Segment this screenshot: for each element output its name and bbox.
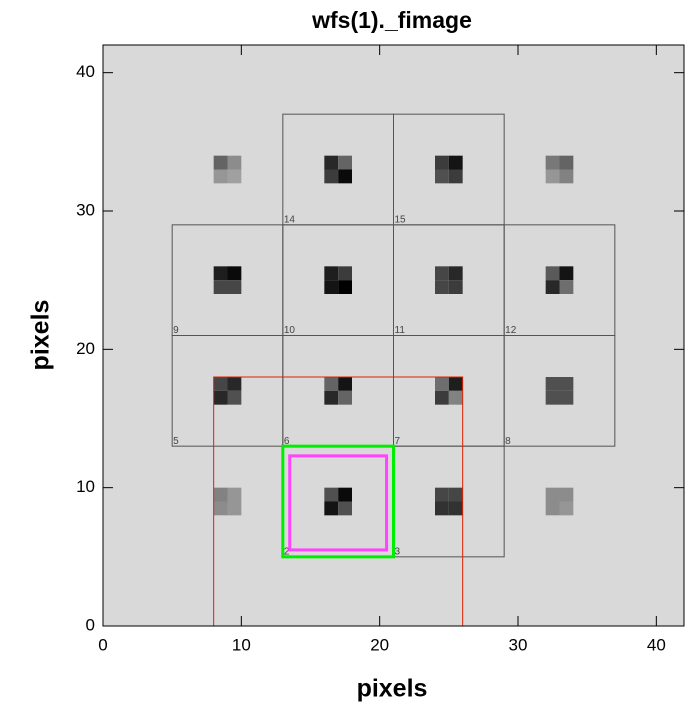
pixel [338,266,352,281]
overlay-box [288,454,389,552]
subaperture-label: 8 [505,436,511,447]
pixel [213,377,228,391]
pixel [338,169,352,184]
y-tick-label: 10 [76,477,95,496]
y-tick-label: 0 [86,615,95,634]
pixel [213,390,228,405]
pixel [435,280,449,294]
pixel [448,377,463,391]
pixel [338,280,352,294]
pixel [227,155,242,170]
pixel [448,501,463,516]
pixel [448,169,463,184]
subaperture-label: 11 [395,325,406,336]
pixel [324,155,339,170]
pixel [338,390,352,405]
y-tick-label: 40 [76,62,95,81]
x-tick-label: 40 [647,635,666,654]
subaperture-label: 6 [284,436,290,447]
x-tick-label: 30 [509,635,528,654]
x-axis-label: pixels [357,675,428,703]
pixel [324,169,339,184]
y-tick-label: 20 [76,339,95,358]
subaperture [393,113,505,226]
pixel [227,266,242,281]
overlay-box [281,444,396,559]
pixel [324,501,339,516]
pixel [435,390,449,405]
pixel [227,487,242,502]
pixel [448,155,463,170]
pixel [213,501,228,516]
pixel [545,169,560,184]
pixel [435,487,449,502]
pixel [448,390,463,405]
pixel [545,155,560,170]
subaperture-label: 2 [284,546,290,557]
pixel [213,266,228,281]
pixel [448,280,463,294]
pixel [448,487,463,502]
pixel [227,390,242,405]
y-axis-label: pixels [27,300,55,371]
pixel [545,501,560,516]
pixel [559,169,574,184]
y-tick-label: 30 [76,200,95,219]
pixel [559,487,574,502]
pixel [227,169,242,184]
pixel [324,487,339,502]
pixel [559,266,574,281]
x-tick-label: 0 [98,635,107,654]
pixel [213,155,228,170]
subaperture-label: 3 [395,546,401,557]
pixel [213,280,228,294]
pixel [324,390,339,405]
chart-title: wfs(1)._fimage [311,7,472,33]
pixel [227,501,242,516]
pixel [435,169,449,184]
pixel [435,501,449,516]
pixel [448,266,463,281]
pixel [324,377,339,391]
pixel [545,266,560,281]
subaperture-label: 14 [284,214,296,225]
pixel [338,501,352,516]
pixel [559,155,574,170]
pixel [559,501,574,516]
subaperture-label: 12 [505,325,517,336]
pixel [435,266,449,281]
plot-frame [102,44,685,627]
subaperture-label: 7 [395,436,401,447]
pixel [338,155,352,170]
pixel [435,155,449,170]
pixel [545,487,560,502]
pixel [227,377,242,391]
pixel [338,377,352,391]
pixel [559,390,574,405]
pixel [545,280,560,294]
subaperture [503,224,616,336]
subaperture-label: 15 [395,214,407,225]
pixel [559,280,574,294]
pixel [545,390,560,405]
pixel [435,377,449,391]
pixel [338,487,352,502]
x-tick-label: 10 [232,635,251,654]
pixel [213,169,228,184]
pixel [545,377,560,391]
pixel [324,266,339,281]
x-tick-label: 20 [370,635,389,654]
subaperture-label: 9 [173,325,179,336]
pixel [324,280,339,294]
subaperture-label: 10 [284,325,296,336]
subaperture-label: 5 [173,436,179,447]
pixel [559,377,574,391]
pixel [227,280,242,294]
pixel [213,487,228,502]
